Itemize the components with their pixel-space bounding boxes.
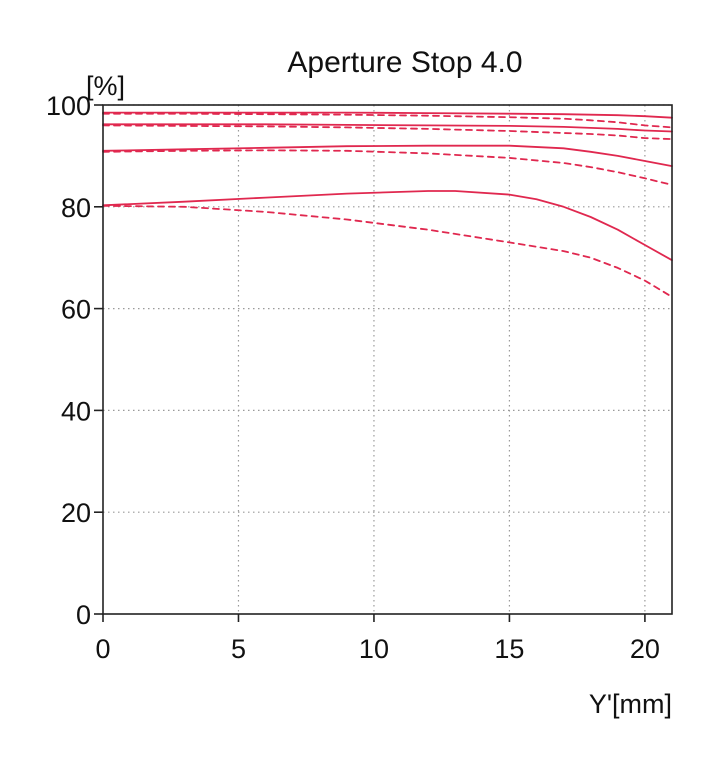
- plot-frame: [102, 104, 673, 615]
- series-line-solid: [102, 111, 673, 119]
- axes: [94, 104, 673, 622]
- x-tick-label: 20: [630, 634, 660, 664]
- y-tick-label: 20: [61, 498, 91, 528]
- series-line-solid: [102, 190, 673, 262]
- x-tick-label: 5: [231, 634, 246, 664]
- x-tick-label: 15: [494, 634, 524, 664]
- chart-title: Aperture Stop 4.0: [287, 46, 522, 79]
- x-tick-label: 0: [95, 634, 110, 664]
- y-axis-label: [%]: [86, 71, 125, 101]
- x-axis-label: Y'[mm]: [589, 689, 672, 719]
- series-line-solid: [102, 123, 673, 133]
- series-line-dashed: [102, 149, 673, 186]
- y-tick-label: 80: [61, 193, 91, 223]
- y-tick-label: 40: [61, 396, 91, 426]
- y-tick-label: 100: [46, 91, 91, 121]
- y-tick-label: 60: [61, 295, 91, 325]
- tick-labels: 0 5 10 15 20 0 20 40 60 80 100: [46, 91, 660, 664]
- series-line-solid: [102, 144, 673, 167]
- series-layer: [102, 111, 673, 298]
- x-tick-label: 10: [359, 634, 389, 664]
- series-line-dashed: [102, 112, 673, 129]
- y-tick-label: 0: [76, 600, 91, 630]
- series-line-dashed: [102, 124, 673, 140]
- series-line-dashed: [102, 204, 673, 298]
- grid: [103, 104, 672, 614]
